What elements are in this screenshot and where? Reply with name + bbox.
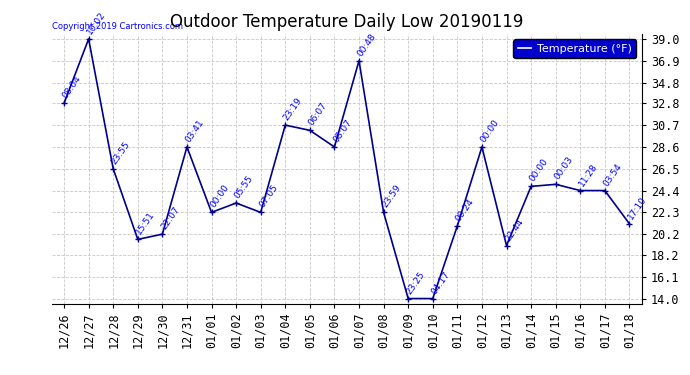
Text: 04:17: 04:17 [430, 270, 452, 296]
Text: 07:05: 07:05 [257, 183, 279, 210]
Text: 03:41: 03:41 [184, 118, 206, 144]
Text: 11:28: 11:28 [577, 162, 599, 188]
Text: 00:03: 00:03 [553, 155, 575, 182]
Text: 00:24: 00:24 [454, 197, 476, 223]
Text: 10:02: 10:02 [86, 10, 108, 36]
Text: 08:07: 08:07 [331, 118, 353, 144]
Text: 00:48: 00:48 [356, 32, 378, 58]
Text: 15:51: 15:51 [135, 210, 157, 237]
Text: 23:25: 23:25 [405, 270, 427, 296]
Text: 08:04: 08:04 [61, 74, 83, 100]
Text: 00:00: 00:00 [479, 118, 501, 144]
Text: 06:07: 06:07 [306, 101, 329, 128]
Text: 23:55: 23:55 [110, 140, 132, 166]
Text: 22:44: 22:44 [503, 217, 525, 243]
Text: 03:54: 03:54 [602, 162, 624, 188]
Text: 00:00: 00:00 [208, 183, 230, 210]
Text: 22:07: 22:07 [159, 205, 181, 231]
Text: 23:59: 23:59 [380, 183, 402, 210]
Text: 17:10: 17:10 [627, 195, 649, 221]
Text: 23:19: 23:19 [282, 96, 304, 122]
Legend: Temperature (°F): Temperature (°F) [513, 39, 636, 58]
Text: Copyright 2019 Cartronics.com: Copyright 2019 Cartronics.com [52, 22, 183, 31]
Title: Outdoor Temperature Daily Low 20190119: Outdoor Temperature Daily Low 20190119 [170, 13, 524, 31]
Text: 05:55: 05:55 [233, 174, 255, 200]
Text: 00:00: 00:00 [528, 157, 550, 184]
